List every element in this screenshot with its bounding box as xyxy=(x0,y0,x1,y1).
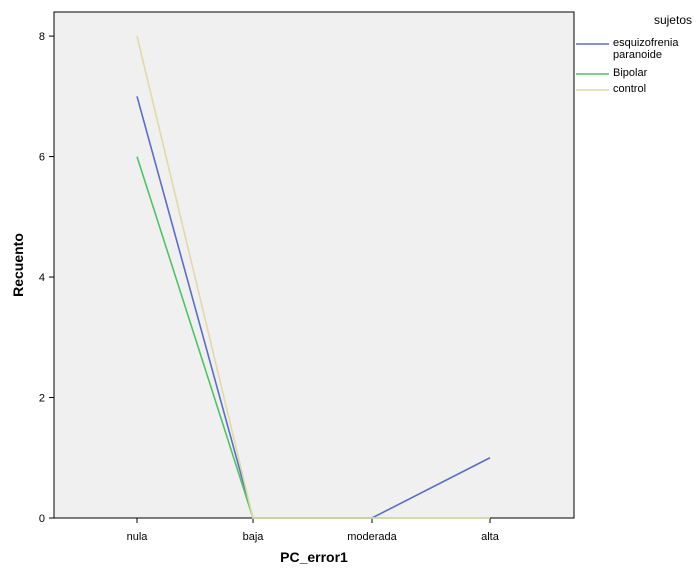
x-axis-title: PC_error1 xyxy=(280,549,348,565)
legend: sujetos esquizofrenia paranoide Bipolar con… xyxy=(576,13,692,95)
y-tick-label-0: 0 xyxy=(39,513,45,525)
x-tick-label-0: nula xyxy=(127,531,149,543)
y-axis-title: Recuento xyxy=(10,233,26,297)
legend-label-2: control xyxy=(613,83,646,95)
y-tick-label-3: 6 xyxy=(39,152,45,164)
legend-label-1: Bipolar xyxy=(613,67,648,79)
y-tick-label-2: 4 xyxy=(39,272,45,284)
y-tick-label-1: 2 xyxy=(39,393,45,405)
y-axis: 0 2 4 6 8 xyxy=(39,31,54,525)
x-tick-label-3: alta xyxy=(481,531,500,543)
series-line-2 xyxy=(136,35,490,519)
x-axis: nula baja moderada alta xyxy=(127,518,500,543)
x-tick-label-1: baja xyxy=(243,531,265,543)
legend-label-0: esquizofrenia paranoide xyxy=(613,37,679,61)
y-tick-label-4: 8 xyxy=(39,31,45,43)
plot-area xyxy=(53,11,575,519)
x-tick-label-2: moderada xyxy=(347,531,397,543)
series-lines xyxy=(136,35,491,519)
legend-title: sujetos xyxy=(654,13,692,27)
